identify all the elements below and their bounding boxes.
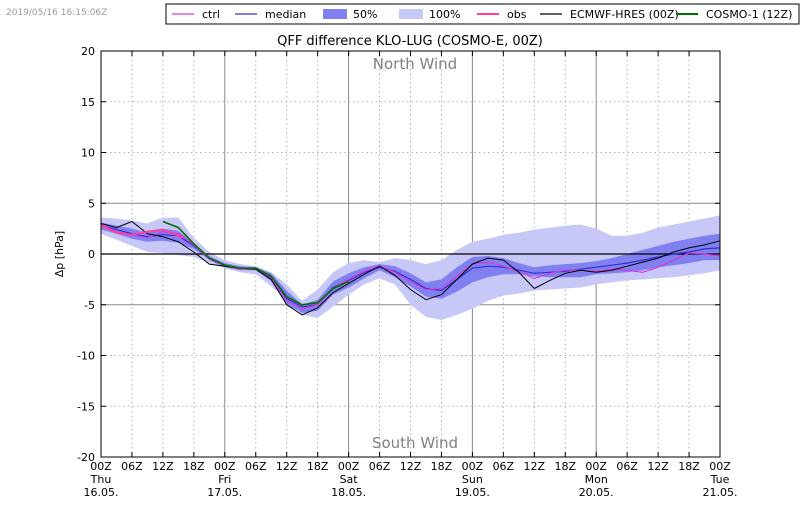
x-tick-label: 06Z [121, 460, 143, 473]
y-tick-label: -15 [77, 400, 95, 413]
legend-label: COSMO-1 (12Z) [706, 8, 792, 21]
x-tick-label: 18Z [183, 460, 205, 473]
ecmwf-hres-line [100, 220, 721, 316]
y-axis-label: Δp [hPa] [53, 231, 66, 277]
legend-swatch [323, 9, 347, 19]
x-tick-label: 00Z [585, 460, 607, 473]
x-tick-label: 12Z [276, 460, 298, 473]
x-tick-day-label: Tue [710, 473, 730, 486]
legend-item-obs: obs [477, 8, 527, 21]
x-tick-label: 12Z [400, 460, 422, 473]
x-tick-label: 12Z [647, 460, 669, 473]
north-wind-label: North Wind [373, 55, 457, 73]
legend-label: obs [507, 8, 527, 21]
x-tick-label: 18Z [554, 460, 576, 473]
legend-item-median: median [235, 8, 306, 21]
x-tick-label: 00Z [338, 460, 360, 473]
x-tick-label: 12Z [152, 460, 174, 473]
legend-item-ecmwf: ECMWF-HRES (00Z) [540, 8, 679, 21]
x-tick-date-label: 19.05. [455, 486, 490, 499]
x-tick-label: 18Z [307, 460, 329, 473]
cosmo-1-line [162, 220, 349, 306]
x-tick-day-label: Mon [585, 473, 608, 486]
legend-swatch [399, 9, 423, 19]
y-tick-label: -5 [84, 299, 95, 312]
legend: ctrl median 50% 100% obs ECMWF-HRES (00Z) COSM… [165, 3, 800, 25]
y-tick-label: -10 [77, 350, 95, 363]
legend-item-p50: 50% [323, 8, 377, 21]
legend-label: ctrl [202, 8, 220, 21]
obs-line [100, 224, 184, 239]
x-tick-label: 12Z [524, 460, 546, 473]
y-tick-label: 10 [81, 147, 95, 160]
x-tick-label: 06Z [245, 460, 267, 473]
x-tick-date-label: 20.05. [579, 486, 614, 499]
x-tick-date-label: 17.05. [207, 486, 242, 499]
band-100-percent [101, 215, 720, 320]
legend-label: 50% [353, 8, 377, 21]
legend-label: median [265, 8, 306, 21]
x-tick-label: 18Z [431, 460, 453, 473]
y-tick-label: 20 [81, 45, 95, 58]
x-tick-label: 00Z [214, 460, 236, 473]
south-wind-label: South Wind [372, 434, 458, 452]
y-tick-label: 0 [88, 248, 95, 261]
x-tick-label: 06Z [616, 460, 638, 473]
x-tick-label: 00Z [90, 460, 112, 473]
x-tick-date-label: 18.05. [331, 486, 366, 499]
legend-label: 100% [429, 8, 460, 21]
x-tick-label: 00Z [462, 460, 484, 473]
legend-item-cosmo1: COSMO-1 (12Z) [676, 8, 792, 21]
x-tick-day-label: Thu [90, 473, 112, 486]
x-tick-date-label: 21.05. [703, 486, 738, 499]
legend-item-ctrl: ctrl [172, 8, 220, 21]
chart-title: QFF difference KLO-LUG (COSMO-E, 00Z) [277, 34, 543, 49]
timestamp: 2019/05/16 16:15:06Z [6, 8, 108, 18]
legend-label: ECMWF-HRES (00Z) [570, 8, 679, 21]
x-tick-day-label: Sun [462, 473, 483, 486]
x-tick-date-label: 16.05. [84, 486, 119, 499]
x-tick-day-label: Sat [340, 473, 359, 486]
x-tick-label: 06Z [493, 460, 515, 473]
y-tick-label: -20 [77, 451, 95, 464]
x-tick-day-label: Fri [218, 473, 231, 486]
x-tick-label: 18Z [678, 460, 700, 473]
legend-item-p100: 100% [399, 8, 460, 21]
y-tick-label: 5 [88, 197, 95, 210]
x-tick-label: 00Z [709, 460, 731, 473]
y-tick-label: 15 [81, 96, 95, 109]
x-tick-label: 06Z [369, 460, 391, 473]
